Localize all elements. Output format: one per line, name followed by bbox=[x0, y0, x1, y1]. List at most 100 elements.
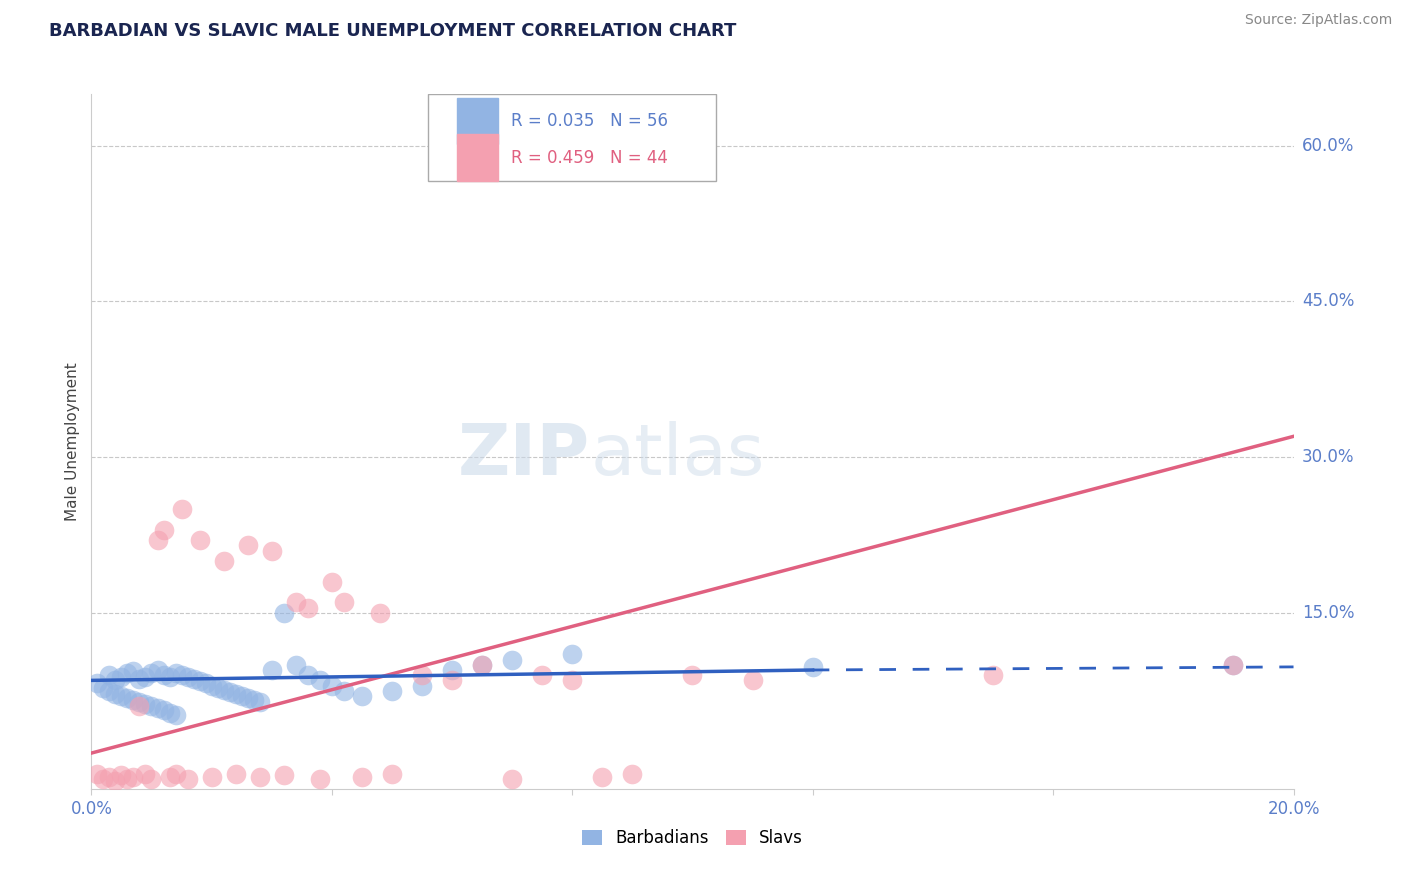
Point bbox=[297, 668, 319, 682]
Text: 15.0%: 15.0% bbox=[1302, 604, 1354, 622]
Point bbox=[260, 663, 283, 677]
Point bbox=[381, 683, 404, 698]
Point bbox=[284, 595, 307, 609]
Point bbox=[188, 533, 211, 548]
Text: 60.0%: 60.0% bbox=[1302, 136, 1354, 154]
Point bbox=[440, 673, 463, 688]
Point bbox=[621, 767, 644, 781]
Point bbox=[104, 687, 127, 701]
Point bbox=[225, 767, 247, 781]
Point bbox=[146, 663, 169, 677]
Point bbox=[152, 668, 174, 682]
Point bbox=[134, 670, 156, 684]
Point bbox=[273, 606, 295, 620]
Point bbox=[260, 543, 283, 558]
Point bbox=[122, 693, 145, 707]
Point bbox=[1222, 657, 1244, 672]
Point bbox=[170, 668, 193, 682]
Point bbox=[242, 693, 264, 707]
Point bbox=[194, 676, 217, 690]
Point bbox=[308, 772, 330, 786]
Point bbox=[165, 707, 187, 722]
Point bbox=[212, 554, 235, 568]
Point bbox=[110, 670, 132, 684]
Point bbox=[152, 704, 174, 718]
Point bbox=[188, 674, 211, 689]
Point bbox=[411, 679, 433, 693]
Point bbox=[471, 657, 494, 672]
Point bbox=[321, 574, 343, 589]
Point bbox=[249, 770, 271, 784]
Point bbox=[183, 673, 205, 687]
Point bbox=[134, 698, 156, 712]
Point bbox=[122, 664, 145, 678]
Point bbox=[104, 673, 127, 688]
Point bbox=[284, 657, 307, 672]
Text: R = 0.035   N = 56: R = 0.035 N = 56 bbox=[510, 112, 668, 130]
Point bbox=[249, 695, 271, 709]
Text: 45.0%: 45.0% bbox=[1302, 293, 1354, 310]
Point bbox=[297, 600, 319, 615]
Point bbox=[86, 767, 108, 781]
Point bbox=[212, 682, 235, 697]
Point bbox=[201, 679, 224, 693]
FancyBboxPatch shape bbox=[457, 135, 498, 181]
Point bbox=[146, 701, 169, 715]
Point bbox=[225, 687, 247, 701]
Point bbox=[218, 685, 240, 699]
Text: BARBADIAN VS SLAVIC MALE UNEMPLOYMENT CORRELATION CHART: BARBADIAN VS SLAVIC MALE UNEMPLOYMENT CO… bbox=[49, 22, 737, 40]
Point bbox=[350, 689, 373, 703]
Point bbox=[146, 533, 169, 548]
Point bbox=[207, 681, 229, 695]
Point bbox=[141, 666, 163, 681]
Point bbox=[741, 673, 763, 688]
Point bbox=[170, 502, 193, 516]
Point bbox=[681, 668, 703, 682]
Point bbox=[236, 691, 259, 706]
Point bbox=[1222, 657, 1244, 672]
FancyBboxPatch shape bbox=[427, 94, 717, 180]
Point bbox=[801, 660, 824, 674]
Point bbox=[98, 668, 121, 682]
Text: atlas: atlas bbox=[591, 421, 765, 490]
Text: R = 0.459   N = 44: R = 0.459 N = 44 bbox=[510, 149, 668, 167]
Y-axis label: Male Unemployment: Male Unemployment bbox=[65, 362, 80, 521]
Text: Source: ZipAtlas.com: Source: ZipAtlas.com bbox=[1244, 13, 1392, 28]
Point bbox=[117, 666, 139, 681]
Point bbox=[159, 670, 181, 684]
Point bbox=[98, 683, 121, 698]
Point bbox=[368, 606, 391, 620]
Point bbox=[165, 767, 187, 781]
Point bbox=[381, 767, 404, 781]
Point bbox=[141, 772, 163, 786]
Point bbox=[141, 699, 163, 714]
Point bbox=[152, 523, 174, 537]
Point bbox=[165, 666, 187, 681]
Point bbox=[110, 689, 132, 703]
Point bbox=[471, 657, 494, 672]
Point bbox=[201, 770, 224, 784]
Point bbox=[333, 595, 356, 609]
Point bbox=[104, 774, 127, 789]
Point bbox=[159, 770, 181, 784]
Point bbox=[531, 668, 554, 682]
Point bbox=[128, 699, 150, 714]
Point bbox=[117, 772, 139, 786]
Point bbox=[561, 648, 583, 662]
Point bbox=[98, 770, 121, 784]
Point bbox=[134, 767, 156, 781]
Point bbox=[591, 770, 613, 784]
Point bbox=[350, 770, 373, 784]
Point bbox=[308, 673, 330, 688]
Point bbox=[93, 681, 115, 695]
Point bbox=[93, 772, 115, 786]
Point bbox=[159, 706, 181, 720]
Point bbox=[321, 679, 343, 693]
Point bbox=[333, 683, 356, 698]
Point bbox=[411, 668, 433, 682]
Point bbox=[176, 670, 198, 684]
Text: ZIP: ZIP bbox=[458, 421, 591, 490]
Point bbox=[231, 689, 253, 703]
Point bbox=[128, 695, 150, 709]
Point bbox=[117, 691, 139, 706]
